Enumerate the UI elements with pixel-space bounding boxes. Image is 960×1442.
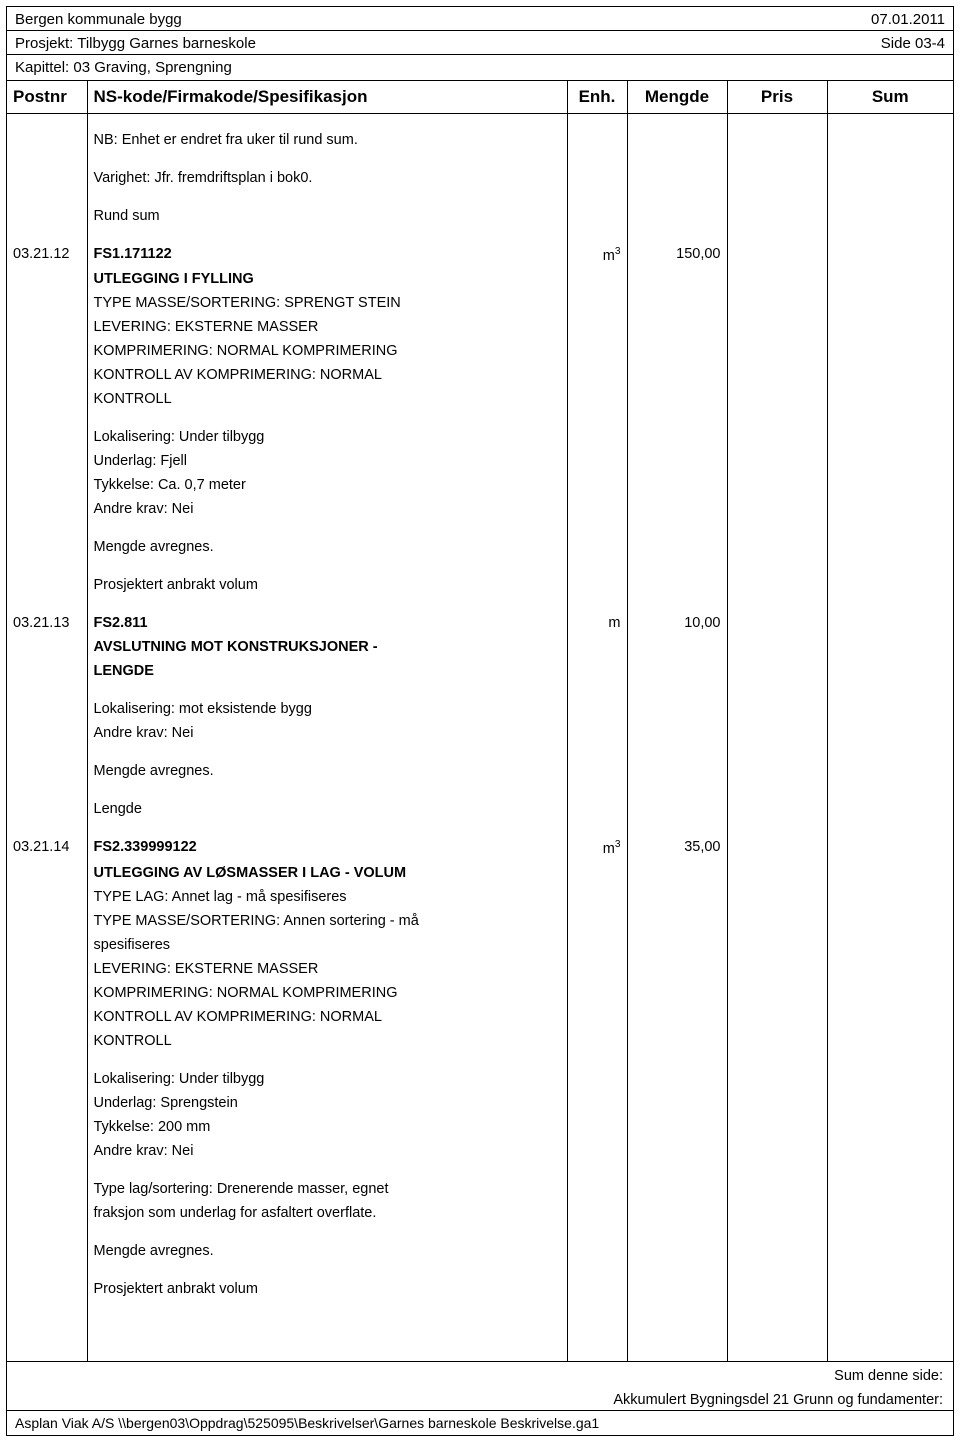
doc-date: 07.01.2011	[871, 11, 945, 28]
spec-text: Type lag/sortering: Drenerende masser, e…	[87, 1177, 567, 1201]
spec-text: Mengde avregnes.	[87, 1239, 567, 1263]
enh-unit: m	[603, 247, 615, 263]
postnr-cell: 03.21.14	[7, 835, 87, 861]
spec-text: Mengde avregnes.	[87, 535, 567, 559]
spec-text: Andre krav: Nei	[87, 721, 567, 745]
spec-text: fraksjon som underlag for asfaltert over…	[87, 1201, 567, 1225]
table-row: Varighet: Jfr. fremdriftsplan i bok0.	[7, 166, 953, 190]
enh-sup: 3	[615, 246, 621, 257]
spec-text: TYPE MASSE/SORTERING: SPRENGT STEIN	[87, 291, 567, 315]
spec-text: UTLEGGING AV LØSMASSER I LAG - VOLUM	[87, 861, 567, 885]
postnr-cell: 03.21.12	[7, 242, 87, 268]
col-pris: Pris	[727, 81, 827, 114]
table-row: Rund sum	[7, 204, 953, 228]
spec-text: KONTROLL AV KOMPRIMERING: NORMAL	[87, 1005, 567, 1029]
spec-text: Tykkelse: 200 mm	[87, 1115, 567, 1139]
page-side: Side 03-4	[881, 35, 945, 52]
spec-text: Mengde avregnes.	[87, 759, 567, 783]
spec-text: UTLEGGING I FYLLING	[87, 267, 567, 291]
nb-note: NB: Enhet er endret fra uker til rund su…	[87, 128, 567, 152]
spec-text: TYPE LAG: Annet lag - må spesifiseres	[87, 885, 567, 909]
col-spec: NS-kode/Firmakode/Spesifikasjon	[87, 81, 567, 114]
col-postnr: Postnr	[7, 81, 87, 114]
spec-text: KOMPRIMERING: NORMAL KOMPRIMERING	[87, 339, 567, 363]
spec-text: Andre krav: Nei	[87, 1139, 567, 1163]
table-row: 03.21.13 FS2.811 m 10,00	[7, 611, 953, 635]
sum-line: Sum denne side:	[7, 1362, 953, 1386]
col-mengde: Mengde	[627, 81, 727, 114]
code-cell: FS2.339999122	[87, 835, 567, 861]
spec-text: Lokalisering: mot eksistende bygg	[87, 697, 567, 721]
spec-text: TYPE MASSE/SORTERING: Annen sortering - …	[87, 909, 567, 933]
footer-block: Sum denne side: Akkumulert Bygningsdel 2…	[7, 1361, 953, 1410]
spec-text: LENGDE	[87, 659, 567, 683]
table-row: NB: Enhet er endret fra uker til rund su…	[7, 128, 953, 152]
spec-text: Underlag: Fjell	[87, 449, 567, 473]
mengde-cell: 35,00	[627, 835, 727, 861]
enh-cell: m	[567, 611, 627, 635]
chapter-title: Kapittel: 03 Graving, Sprengning	[7, 55, 953, 80]
spec-text: Tykkelse: Ca. 0,7 meter	[87, 473, 567, 497]
spec-text: Lokalisering: Under tilbygg	[87, 425, 567, 449]
table-row: 03.21.12 FS1.171122 m3 150,00	[7, 242, 953, 268]
table-header-row: Postnr NS-kode/Firmakode/Spesifikasjon E…	[7, 81, 953, 114]
akk-line: Akkumulert Bygningsdel 21 Grunn og funda…	[7, 1386, 953, 1410]
code-cell: FS2.811	[87, 611, 567, 635]
spec-text: Lengde	[87, 797, 567, 821]
footer-path: Asplan Viak A/S \\bergen03\Oppdrag\52509…	[7, 1410, 953, 1435]
spec-text: Lokalisering: Under tilbygg	[87, 1067, 567, 1091]
enh-cell: m3	[567, 242, 627, 268]
spec-table: Postnr NS-kode/Firmakode/Spesifikasjon E…	[7, 80, 953, 1361]
spec-text: spesifiseres	[87, 933, 567, 957]
varighet-line: Varighet: Jfr. fremdriftsplan i bok0.	[87, 166, 567, 190]
spec-text: AVSLUTNING MOT KONSTRUKSJONER -	[87, 635, 567, 659]
spec-text: Prosjektert anbrakt volum	[87, 573, 567, 597]
document-page: Bergen kommunale bygg 07.01.2011 Prosjek…	[6, 6, 954, 1436]
header-row: Bergen kommunale bygg 07.01.2011	[7, 7, 953, 30]
spec-text: Andre krav: Nei	[87, 497, 567, 521]
spec-text: KOMPRIMERING: NORMAL KOMPRIMERING	[87, 981, 567, 1005]
spec-text: KONTROLL	[87, 387, 567, 411]
spec-text: LEVERING: EKSTERNE MASSER	[87, 957, 567, 981]
spec-text: KONTROLL AV KOMPRIMERING: NORMAL	[87, 363, 567, 387]
project-name: Prosjekt: Tilbygg Garnes barneskole	[15, 35, 256, 52]
mengde-cell: 10,00	[627, 611, 727, 635]
org-name: Bergen kommunale bygg	[15, 11, 182, 28]
enh-cell: m3	[567, 835, 627, 861]
col-enh: Enh.	[567, 81, 627, 114]
mengde-cell: 150,00	[627, 242, 727, 268]
enh-sup: 3	[615, 839, 621, 850]
postnr-cell: 03.21.13	[7, 611, 87, 635]
spec-text: Underlag: Sprengstein	[87, 1091, 567, 1115]
spec-text: LEVERING: EKSTERNE MASSER	[87, 315, 567, 339]
code-cell: FS1.171122	[87, 242, 567, 268]
table-row: 03.21.14 FS2.339999122 m3 35,00	[7, 835, 953, 861]
col-sum: Sum	[827, 81, 953, 114]
enh-unit: m	[603, 841, 615, 857]
rundsum-line: Rund sum	[87, 204, 567, 228]
project-row: Prosjekt: Tilbygg Garnes barneskole Side…	[7, 31, 953, 54]
spec-text: Prosjektert anbrakt volum	[87, 1277, 567, 1301]
spec-text: KONTROLL	[87, 1029, 567, 1053]
